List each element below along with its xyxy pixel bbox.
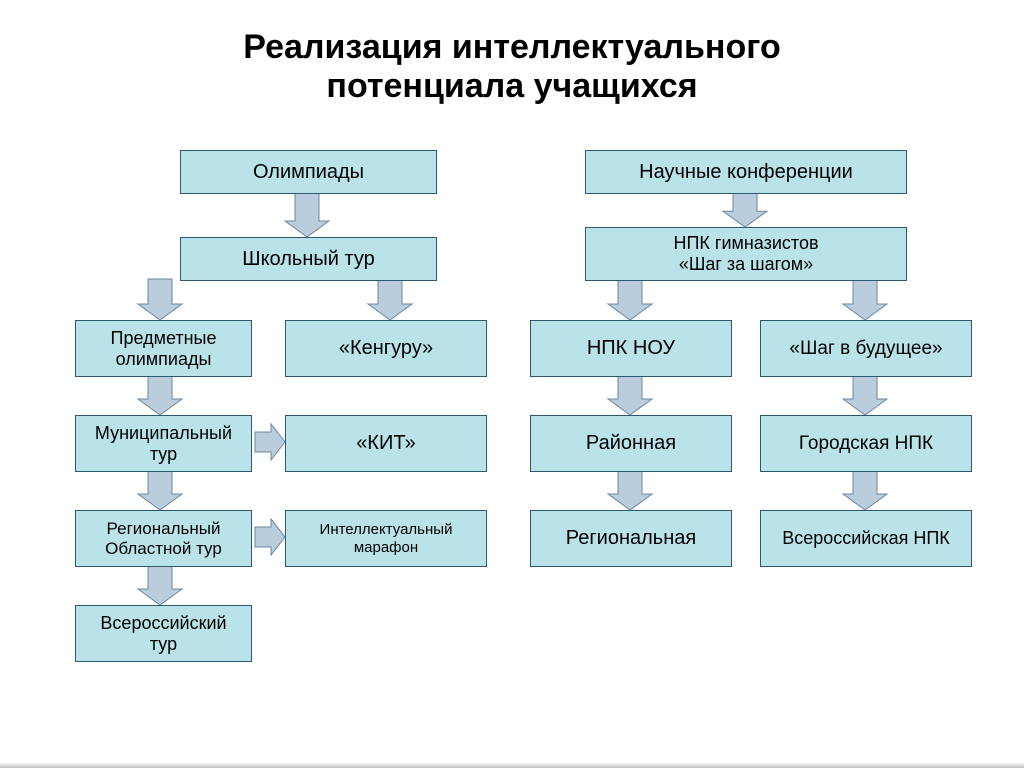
box-school: Школьный тур bbox=[180, 237, 437, 281]
title-line1: Реализация интеллектуального bbox=[0, 28, 1024, 67]
box-rayon: Районная bbox=[530, 415, 732, 472]
box-label: Интеллектуальныймарафон bbox=[316, 521, 457, 556]
box-label: РегиональныйОбластной тур bbox=[101, 519, 226, 558]
box-gorod: Городская НПК bbox=[760, 415, 972, 472]
box-label: Региональная bbox=[562, 527, 700, 550]
box-munic: Муниципальныйтур bbox=[75, 415, 252, 472]
box-label: Городская НПК bbox=[795, 433, 937, 455]
box-label: НПК гимназистов«Шаг за шагом» bbox=[669, 233, 822, 274]
box-pred: Предметныеолимпиады bbox=[75, 320, 252, 377]
box-marafon: Интеллектуальныймарафон bbox=[285, 510, 487, 567]
box-kit: «КИТ» bbox=[285, 415, 487, 472]
box-kenguru: «Кенгуру» bbox=[285, 320, 487, 377]
slide: Реализация интеллектуального потенциала … bbox=[0, 0, 1024, 768]
title-line2: потенциала учащихся bbox=[0, 67, 1024, 106]
box-label: «КИТ» bbox=[352, 432, 420, 455]
box-label: НПК НОУ bbox=[583, 337, 679, 360]
box-label: Районная bbox=[582, 432, 680, 455]
slide-title: Реализация интеллектуального потенциала … bbox=[0, 28, 1024, 106]
box-label: «Шаг в будущее» bbox=[785, 338, 946, 360]
box-conf: Научные конференции bbox=[585, 150, 907, 194]
box-npk_gym: НПК гимназистов«Шаг за шагом» bbox=[585, 227, 907, 281]
box-label: Олимпиады bbox=[249, 161, 368, 184]
box-label: «Кенгуру» bbox=[335, 337, 437, 360]
box-region_obl: РегиональныйОбластной тур bbox=[75, 510, 252, 567]
box-label: Всероссийскийтур bbox=[96, 613, 230, 654]
box-label: Муниципальныйтур bbox=[91, 423, 236, 464]
box-olymp: Олимпиады bbox=[180, 150, 437, 194]
box-vseross_tur: Всероссийскийтур bbox=[75, 605, 252, 662]
box-label: Всероссийская НПК bbox=[778, 528, 954, 549]
box-label: Предметныеолимпиады bbox=[107, 328, 221, 369]
box-vseross_npk: Всероссийская НПК bbox=[760, 510, 972, 567]
slide-bottom-shadow bbox=[0, 762, 1024, 768]
box-label: Школьный тур bbox=[238, 248, 379, 271]
box-shag: «Шаг в будущее» bbox=[760, 320, 972, 377]
box-npk_nou: НПК НОУ bbox=[530, 320, 732, 377]
box-regional: Региональная bbox=[530, 510, 732, 567]
box-label: Научные конференции bbox=[635, 161, 857, 184]
